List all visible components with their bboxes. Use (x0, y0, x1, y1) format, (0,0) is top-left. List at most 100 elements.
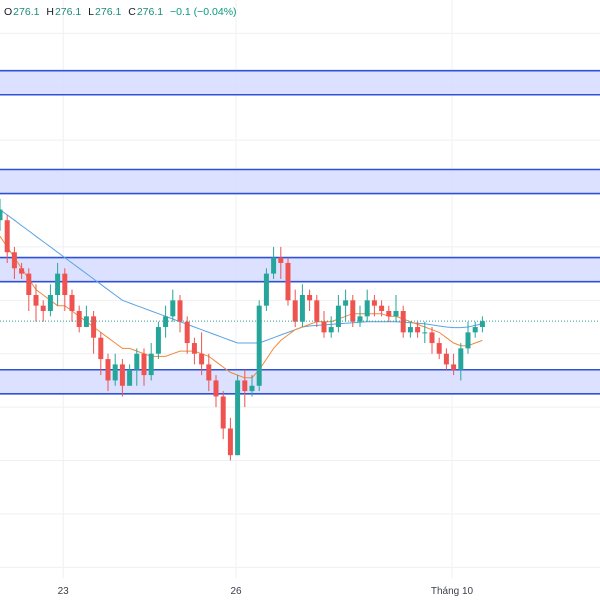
zone-rect[interactable] (0, 169, 600, 194)
candle-body (98, 337, 104, 360)
zone-rect[interactable] (0, 257, 600, 282)
candle-body (321, 321, 327, 333)
candle[interactable] (4, 214, 10, 263)
candle-body (386, 311, 392, 317)
candle[interactable] (292, 289, 298, 328)
candle[interactable] (436, 337, 442, 360)
candle[interactable] (299, 284, 305, 328)
candle[interactable] (350, 294, 356, 328)
candle[interactable] (479, 316, 485, 333)
candle[interactable] (451, 353, 457, 376)
candle-body (407, 327, 413, 333)
candle[interactable] (249, 375, 255, 397)
candle[interactable] (62, 268, 68, 312)
candle[interactable] (134, 348, 140, 386)
candle[interactable] (400, 305, 406, 338)
candle[interactable] (242, 369, 248, 408)
candle-body (292, 300, 298, 322)
candle[interactable] (148, 343, 154, 381)
candle[interactable] (422, 321, 428, 344)
candle[interactable] (91, 311, 97, 354)
candle-body (119, 364, 125, 386)
candle[interactable] (357, 305, 363, 328)
candle[interactable] (364, 289, 370, 322)
candle[interactable] (307, 289, 313, 312)
candle[interactable] (105, 353, 111, 392)
candle[interactable] (335, 294, 341, 333)
candles[interactable] (0, 198, 485, 461)
candle[interactable] (393, 294, 399, 322)
candle[interactable] (170, 289, 176, 322)
candle[interactable] (177, 294, 183, 333)
candle[interactable] (213, 375, 219, 408)
x-tick-label: 23 (58, 586, 70, 597)
candle[interactable] (371, 294, 377, 317)
candle[interactable] (263, 268, 269, 312)
candle-body (213, 380, 219, 397)
candle-body (343, 300, 349, 306)
candle[interactable] (199, 332, 205, 376)
candle[interactable] (69, 289, 75, 322)
candle[interactable] (155, 321, 161, 360)
candle[interactable] (328, 316, 334, 338)
candle[interactable] (98, 332, 104, 376)
candle[interactable] (256, 300, 262, 392)
candle[interactable] (33, 284, 39, 322)
zone-rect[interactable] (0, 70, 600, 95)
candle[interactable] (314, 294, 320, 328)
candle[interactable] (11, 246, 17, 279)
candle[interactable] (227, 417, 233, 461)
candle[interactable] (0, 198, 3, 231)
candle[interactable] (472, 321, 478, 338)
candle[interactable] (465, 321, 471, 354)
candle[interactable] (26, 268, 32, 312)
candle-body (141, 353, 147, 376)
candle[interactable] (271, 246, 277, 279)
candle[interactable] (429, 327, 435, 354)
candle[interactable] (386, 305, 392, 322)
candle[interactable] (55, 262, 61, 306)
candle[interactable] (163, 305, 169, 338)
candle[interactable] (285, 257, 291, 306)
candle-body (127, 369, 133, 386)
candle[interactable] (278, 246, 284, 279)
candle[interactable] (76, 305, 82, 333)
candle-body (271, 257, 277, 274)
candle-body (227, 428, 233, 456)
candle[interactable] (343, 289, 349, 322)
candle-body (242, 380, 248, 392)
candle[interactable] (119, 359, 125, 397)
zone-rect[interactable] (0, 369, 600, 394)
candle[interactable] (40, 300, 46, 322)
candle[interactable] (415, 321, 421, 338)
candle[interactable] (235, 375, 241, 456)
candle[interactable] (321, 311, 327, 338)
candle[interactable] (220, 391, 226, 440)
candle[interactable] (206, 353, 212, 392)
candle[interactable] (458, 343, 464, 381)
candle[interactable] (443, 348, 449, 370)
candle[interactable] (379, 300, 385, 317)
candle-body (285, 262, 291, 301)
candle[interactable] (191, 337, 197, 365)
candle-body (335, 305, 341, 328)
candle-body (299, 294, 305, 322)
candle[interactable] (127, 364, 133, 386)
candle[interactable] (112, 353, 118, 386)
candle-body (436, 343, 442, 354)
candle[interactable] (184, 316, 190, 354)
candle-body (422, 332, 428, 334)
candle-body (76, 311, 82, 328)
candle[interactable] (141, 348, 147, 386)
candle-body (328, 327, 334, 333)
candle[interactable] (83, 305, 89, 328)
candle-body (177, 300, 183, 322)
candle[interactable] (47, 284, 53, 317)
candle[interactable] (407, 321, 413, 338)
candle-body (184, 321, 190, 344)
candle[interactable] (19, 262, 25, 279)
candle-body (0, 209, 3, 221)
candle-body (11, 252, 17, 269)
